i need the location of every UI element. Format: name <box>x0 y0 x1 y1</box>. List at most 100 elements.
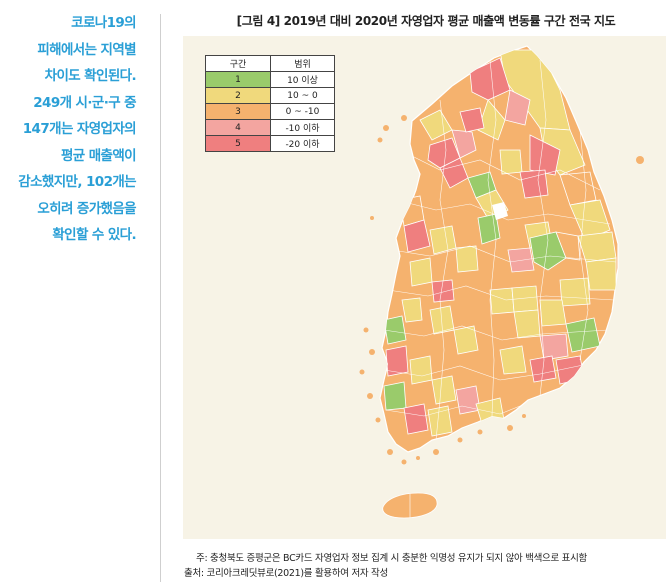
pull-quote: 코로나19의 피해에서는 지역별 차이도 확인된다. 249개 시·군·구 중 … <box>0 10 136 249</box>
boundary-line <box>537 59 549 397</box>
legend-band: 5 <box>205 135 271 152</box>
legend-range: 10 ~ 0 <box>270 87 335 104</box>
island <box>370 216 374 220</box>
island <box>367 393 373 399</box>
figure-notes: 주: 충청북도 증평군은 BC카드 자영업자 정보 집계 시 충분한 익명성 유… <box>184 551 587 581</box>
region <box>513 309 541 339</box>
legend-row: 5 -20 이하 <box>205 135 335 152</box>
region <box>429 305 455 335</box>
boundary-line <box>435 99 449 441</box>
region <box>431 279 455 303</box>
island <box>401 115 407 121</box>
legend-row: 2 10 ~ 0 <box>205 87 335 104</box>
region <box>385 345 409 377</box>
island <box>387 449 393 455</box>
legend-row: 1 10 이상 <box>205 71 335 88</box>
region <box>507 247 535 273</box>
region <box>409 257 433 287</box>
boundary-line <box>385 397 541 417</box>
pull-quote-line: 코로나19의 <box>71 15 136 31</box>
boundary-line <box>395 199 611 225</box>
region <box>559 277 591 307</box>
region <box>529 134 561 176</box>
map-legend: 구간 범위 1 10 이상 2 10 ~ 0 3 0 ~ -10 4 -10 이… <box>205 55 335 152</box>
island <box>457 437 463 443</box>
island <box>401 459 407 465</box>
boundary-line <box>387 285 615 301</box>
region <box>529 231 567 271</box>
legend-header-band: 구간 <box>205 55 271 72</box>
region <box>453 325 479 355</box>
region <box>555 231 581 261</box>
district-boundaries <box>383 59 617 441</box>
legend-band: 2 <box>205 87 271 104</box>
legend-band: 3 <box>205 103 271 120</box>
region <box>401 297 423 323</box>
pull-quote-line: 피해에서는 지역별 <box>37 41 136 58</box>
region <box>569 199 611 241</box>
legend-band: 1 <box>205 71 271 88</box>
pull-quote-line: 차이도 확인된다. <box>44 68 137 84</box>
legend-row: 4 -10 이하 <box>205 119 335 136</box>
figure-title: [그림 4] 2019년 대비 2020년 자영업자 평균 매출액 변동률 구간… <box>236 14 616 28</box>
pull-quote-line: 평균 매출액이 <box>60 147 137 164</box>
island <box>359 369 365 375</box>
region <box>499 345 527 375</box>
boundary-line <box>391 245 617 263</box>
legend-header: 구간 범위 <box>205 55 335 72</box>
ulleung-island <box>636 156 644 164</box>
region <box>499 149 523 175</box>
legend-range: 10 이상 <box>270 71 335 88</box>
island <box>363 327 369 333</box>
figure-source: 출처: 코리아크레딧뷰로(2021)를 활용하여 저자 작성 <box>184 568 388 579</box>
region <box>455 385 481 415</box>
region <box>504 89 531 126</box>
region <box>489 287 515 315</box>
boundary-line <box>383 363 589 381</box>
region <box>403 219 431 253</box>
pull-quote-line: 249개 시·군·구 중 <box>33 94 136 111</box>
island <box>375 417 381 423</box>
region <box>469 57 511 101</box>
island <box>383 125 389 131</box>
pull-quote-line: 오히려 증가했음을 <box>37 200 136 217</box>
legend-band: 4 <box>205 119 271 136</box>
boundary-line <box>383 325 609 341</box>
region <box>459 107 485 133</box>
figure-note: 주: 충청북도 증평군은 BC카드 자영업자 정보 집계 시 충분한 익명성 유… <box>196 553 587 564</box>
island <box>377 137 383 143</box>
island <box>433 449 439 455</box>
region <box>565 317 601 353</box>
island <box>369 349 375 355</box>
region <box>431 375 457 405</box>
region <box>539 299 567 327</box>
island <box>477 429 483 435</box>
region <box>409 355 433 385</box>
pull-quote-line: 확인할 수 있다. <box>52 227 136 243</box>
islands <box>359 115 526 465</box>
region <box>559 171 597 206</box>
pull-quote-line: 감소했지만, 102개는 <box>18 174 136 190</box>
island <box>522 414 526 418</box>
region <box>383 381 407 411</box>
pull-quote-line: 147개는 자영업자의 <box>22 121 137 137</box>
blank-region <box>492 202 508 220</box>
island <box>507 425 513 431</box>
region <box>427 405 453 437</box>
region <box>477 213 501 245</box>
region <box>519 169 549 199</box>
region <box>403 403 429 435</box>
legend-header-range: 범위 <box>270 55 335 72</box>
legend-range: -20 이하 <box>270 135 335 152</box>
region <box>383 315 407 345</box>
column-divider <box>160 14 161 582</box>
legend-row: 3 0 ~ -10 <box>205 103 335 120</box>
boundary-line <box>579 129 589 361</box>
region <box>539 333 569 361</box>
legend-range: -10 이하 <box>270 119 335 136</box>
boundary-line <box>399 149 601 191</box>
island <box>416 456 420 460</box>
legend-range: 0 ~ -10 <box>270 103 335 120</box>
region <box>451 129 477 159</box>
